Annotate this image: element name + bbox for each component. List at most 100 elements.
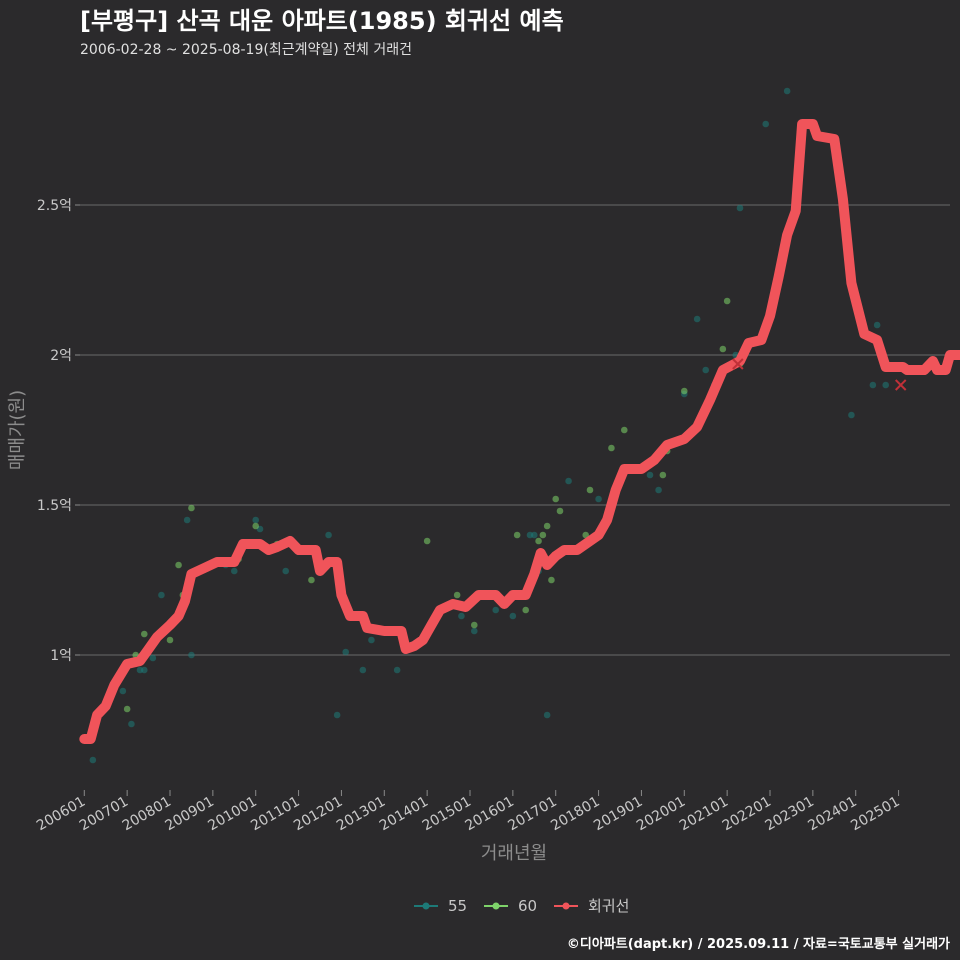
point-55-15 [333, 711, 341, 719]
x-tick-label: 201801 [548, 794, 602, 835]
point-55-14 [325, 531, 332, 539]
x-axis-ticks: 2006012007012008012009012010012011012012… [34, 790, 903, 834]
y-tick-label: 2억 [50, 348, 72, 364]
point-60-22 [582, 531, 590, 539]
x-tick-label: 201001 [205, 794, 259, 835]
series-60-points [123, 297, 744, 713]
y-tick-label: 1억 [50, 648, 72, 664]
point-55-42 [783, 87, 791, 95]
flagged-point-0 [732, 358, 744, 370]
y-tick-label: 1.5억 [37, 498, 72, 514]
point-55-5 [149, 654, 157, 662]
point-60-3 [166, 636, 174, 644]
x-tick-label: 200701 [77, 794, 131, 835]
point-60-30 [723, 297, 731, 305]
point-55-13 [282, 567, 290, 575]
x-tick-label: 201301 [334, 794, 388, 835]
x-tick-label: 201401 [377, 794, 431, 835]
point-55-25 [530, 531, 538, 539]
flagged-point-1 [895, 379, 907, 391]
x-tick-label: 201601 [463, 794, 517, 835]
y-axis-ticks: 1억 1.5억 2억 2.5억 [37, 198, 80, 664]
point-60-26 [659, 471, 667, 479]
point-55-46 [882, 381, 890, 389]
grid-lines [80, 204, 950, 656]
caption: ©디아파트(dapt.kr) / 2025.09.11 / 자료=국토교통부 실… [567, 936, 950, 952]
point-55-33 [655, 486, 662, 494]
point-55-32 [646, 471, 654, 479]
point-60-15 [522, 606, 530, 614]
x-tick-label: 202301 [763, 794, 817, 835]
point-60-13 [470, 621, 478, 629]
legend-label-1: 60 [518, 897, 537, 915]
legend-dot-2 [562, 902, 570, 910]
x-tick-label: 202101 [677, 794, 731, 835]
point-60-19 [548, 576, 555, 584]
x-tick-label: 201901 [591, 794, 645, 835]
point-60-20 [552, 495, 560, 503]
point-60-21 [556, 507, 564, 515]
point-60-28 [680, 387, 688, 395]
point-55-45 [873, 321, 881, 329]
y-tick-label: 2.5억 [37, 198, 72, 214]
point-60-17 [539, 531, 547, 539]
point-55-1 [119, 687, 127, 695]
point-55-8 [188, 651, 195, 659]
x-tick-label: 202501 [848, 794, 902, 835]
point-55-29 [565, 477, 572, 485]
point-60-14 [513, 531, 521, 539]
y-axis-title: 매매가(원) [7, 390, 28, 470]
point-55-30 [595, 495, 602, 503]
legend-label-2: 회귀선 [588, 897, 629, 915]
point-55-7 [183, 516, 191, 524]
point-60-18 [543, 522, 551, 530]
point-60-12 [453, 591, 461, 599]
point-55-18 [368, 636, 375, 644]
x-axis-title: 거래년월 [481, 843, 547, 864]
point-60-24 [608, 444, 615, 452]
x-tick-label: 200801 [120, 794, 174, 835]
x-tick-label: 202001 [634, 794, 688, 835]
point-55-43 [848, 411, 855, 419]
point-60-8 [252, 522, 260, 530]
point-60-23 [586, 486, 594, 494]
x-tick-label: 202401 [805, 794, 859, 835]
point-55-37 [702, 366, 710, 374]
point-55-0 [89, 756, 97, 764]
point-60-16 [535, 537, 542, 545]
regression-line [79, 119, 960, 744]
point-55-20 [458, 612, 465, 620]
flagged-points [732, 358, 907, 391]
chart-subtitle: 2006-02-28 ~ 2025-08-19(최근계약일) 전체 거래건 [80, 42, 412, 58]
legend-dot-1 [492, 902, 500, 910]
x-tick-label: 201201 [291, 794, 345, 835]
regression-line-group [79, 119, 960, 744]
point-55-6 [158, 591, 165, 599]
point-55-23 [509, 612, 517, 620]
x-tick-label: 201701 [505, 794, 559, 835]
x-tick-label: 202201 [720, 794, 774, 835]
legend-label-0: 55 [448, 897, 467, 915]
point-55-16 [342, 648, 350, 656]
point-55-19 [393, 666, 401, 674]
point-55-27 [543, 711, 551, 719]
x-tick-label: 200901 [163, 794, 217, 835]
point-55-17 [359, 666, 367, 674]
series-55-points [89, 87, 890, 764]
point-60-25 [620, 426, 628, 434]
chart-title: [부평구] 산곡 대운 아파트(1985) 회귀선 예측 [80, 7, 564, 35]
point-55-4 [140, 666, 148, 674]
point-60-2 [140, 630, 148, 638]
point-55-10 [230, 567, 238, 575]
point-55-36 [693, 315, 701, 323]
point-60-29 [719, 345, 727, 353]
point-55-11 [252, 516, 260, 524]
point-55-41 [762, 120, 770, 128]
point-55-21 [470, 627, 478, 635]
x-tick-label: 201101 [248, 794, 302, 835]
point-60-0 [123, 705, 131, 713]
x-tick-label: 201501 [420, 794, 474, 835]
point-55-44 [869, 381, 877, 389]
point-55-22 [492, 606, 500, 614]
